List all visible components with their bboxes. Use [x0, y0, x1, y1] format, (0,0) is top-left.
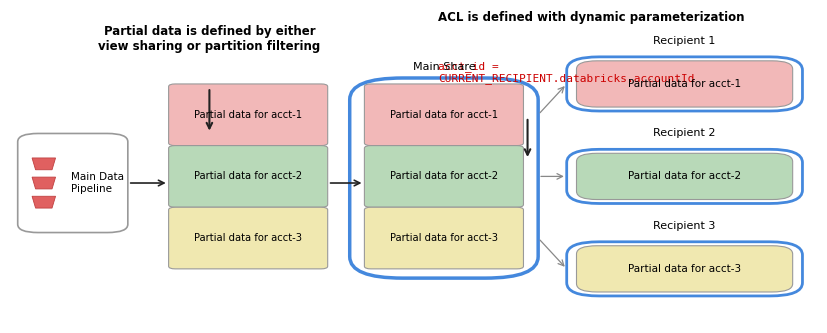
Polygon shape: [32, 177, 55, 189]
FancyBboxPatch shape: [566, 242, 802, 296]
Text: Partial data for acct-1: Partial data for acct-1: [628, 79, 741, 89]
Text: ACL is defined with dynamic parameterization: ACL is defined with dynamic parameteriza…: [437, 11, 744, 24]
FancyBboxPatch shape: [350, 78, 538, 278]
Text: Partial data for acct-3: Partial data for acct-3: [390, 233, 498, 243]
Text: Main Data
Pipeline: Main Data Pipeline: [71, 172, 124, 194]
Text: Recipient 2: Recipient 2: [653, 129, 716, 139]
Text: acct_id =
CURRENT_RECIPIENT.databricks.accountId: acct_id = CURRENT_RECIPIENT.databricks.a…: [437, 61, 695, 84]
FancyBboxPatch shape: [576, 153, 792, 199]
Text: Partial data for acct-3: Partial data for acct-3: [194, 233, 302, 243]
Text: Recipient 1: Recipient 1: [653, 36, 716, 46]
FancyBboxPatch shape: [576, 61, 792, 107]
Text: Partial data is defined by either
view sharing or partition filtering: Partial data is defined by either view s…: [98, 25, 321, 53]
FancyBboxPatch shape: [576, 246, 792, 292]
Text: Main Share: Main Share: [413, 62, 476, 72]
FancyBboxPatch shape: [365, 84, 523, 146]
Polygon shape: [32, 196, 55, 208]
Text: Partial data for acct-3: Partial data for acct-3: [628, 264, 741, 274]
Text: Partial data for acct-2: Partial data for acct-2: [390, 171, 498, 181]
Polygon shape: [32, 158, 55, 170]
FancyBboxPatch shape: [566, 57, 802, 111]
Text: Partial data for acct-1: Partial data for acct-1: [194, 110, 302, 120]
Text: Partial data for acct-1: Partial data for acct-1: [390, 110, 498, 120]
FancyBboxPatch shape: [17, 134, 128, 232]
FancyBboxPatch shape: [169, 207, 327, 269]
FancyBboxPatch shape: [566, 149, 802, 203]
FancyBboxPatch shape: [365, 207, 523, 269]
Text: Partial data for acct-2: Partial data for acct-2: [628, 171, 741, 181]
FancyBboxPatch shape: [365, 146, 523, 207]
FancyBboxPatch shape: [169, 146, 327, 207]
FancyBboxPatch shape: [169, 84, 327, 146]
Text: Partial data for acct-2: Partial data for acct-2: [194, 171, 302, 181]
Text: Recipient 3: Recipient 3: [653, 221, 716, 231]
